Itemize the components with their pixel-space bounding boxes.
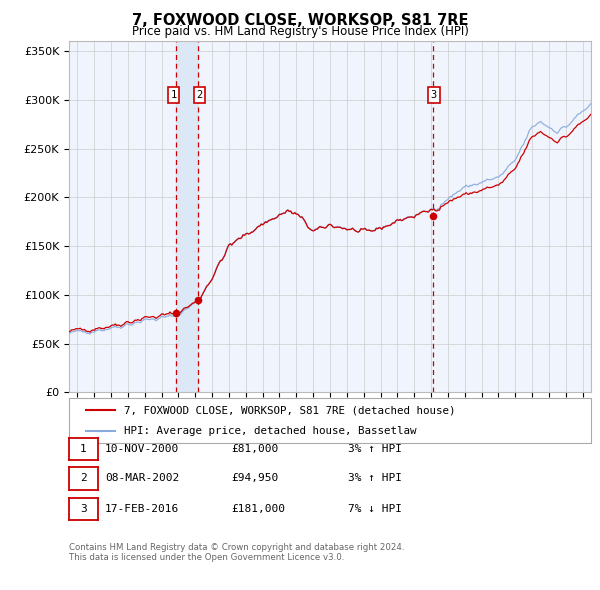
Text: 7, FOXWOOD CLOSE, WORKSOP, S81 7RE: 7, FOXWOOD CLOSE, WORKSOP, S81 7RE (132, 13, 468, 28)
Text: 1: 1 (80, 444, 87, 454)
Text: 2: 2 (196, 90, 202, 100)
Text: 3: 3 (431, 90, 437, 100)
Text: 7% ↓ HPI: 7% ↓ HPI (348, 504, 402, 514)
Text: 3: 3 (80, 504, 87, 514)
Text: 2: 2 (80, 474, 87, 483)
Text: 10-NOV-2000: 10-NOV-2000 (105, 444, 179, 454)
Text: This data is licensed under the Open Government Licence v3.0.: This data is licensed under the Open Gov… (69, 553, 344, 562)
Text: HPI: Average price, detached house, Bassetlaw: HPI: Average price, detached house, Bass… (124, 425, 416, 435)
Text: 08-MAR-2002: 08-MAR-2002 (105, 474, 179, 483)
Text: £181,000: £181,000 (231, 504, 285, 514)
Text: Price paid vs. HM Land Registry's House Price Index (HPI): Price paid vs. HM Land Registry's House … (131, 25, 469, 38)
Text: 1: 1 (170, 90, 177, 100)
Text: £81,000: £81,000 (231, 444, 278, 454)
Text: Contains HM Land Registry data © Crown copyright and database right 2024.: Contains HM Land Registry data © Crown c… (69, 543, 404, 552)
Bar (176, 41, 199, 392)
Text: 7, FOXWOOD CLOSE, WORKSOP, S81 7RE (detached house): 7, FOXWOOD CLOSE, WORKSOP, S81 7RE (deta… (124, 405, 455, 415)
Text: 3% ↑ HPI: 3% ↑ HPI (348, 474, 402, 483)
Text: 17-FEB-2016: 17-FEB-2016 (105, 504, 179, 514)
Text: £94,950: £94,950 (231, 474, 278, 483)
Text: 3% ↑ HPI: 3% ↑ HPI (348, 444, 402, 454)
